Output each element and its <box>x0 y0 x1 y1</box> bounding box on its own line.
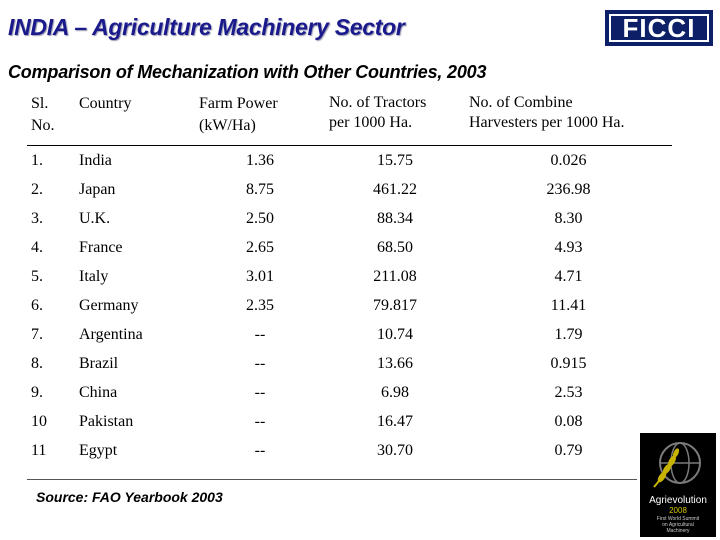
cell-sl-no: 7. <box>31 326 43 343</box>
cell-tractors: 30.70 <box>377 442 413 459</box>
table-row: 8. Brazil -- 13.66 0.915 <box>27 349 672 378</box>
cell-sl-no: 3. <box>31 210 43 227</box>
table-row: 9. China -- 6.98 2.53 <box>27 378 672 407</box>
wheat-globe-icon <box>653 442 701 488</box>
badge-tagline-3: Machinery <box>666 528 690 534</box>
cell-country: France <box>79 239 123 256</box>
table-row: 4. France 2.65 68.50 4.93 <box>27 233 672 262</box>
mechanization-table: Sl. No. Country Farm Power (kW/Ha) No. o… <box>27 90 672 465</box>
table-row: 6. Germany 2.35 79.817 11.41 <box>27 291 672 320</box>
cell-sl-no: 2. <box>31 181 43 198</box>
header-sl-no: Sl. No. <box>27 90 75 146</box>
cell-sl-no: 8. <box>31 355 43 372</box>
cell-combine: 0.026 <box>550 152 587 169</box>
source-note: Source: FAO Yearbook 2003 <box>36 489 223 505</box>
cell-farm-power: -- <box>254 355 266 372</box>
cell-country: China <box>79 384 118 401</box>
cell-combine: 0.915 <box>550 355 587 372</box>
cell-sl-no: 4. <box>31 239 43 256</box>
badge-tagline: First World Summit on Agricultural Machi… <box>657 516 699 534</box>
cell-tractors: 79.817 <box>373 297 417 314</box>
cell-sl-no: 10 <box>31 413 47 430</box>
cell-sl-no: 1. <box>31 152 43 169</box>
table-row: 2. Japan 8.75 461.22 236.98 <box>27 175 672 204</box>
cell-tractors: 16.47 <box>377 413 413 430</box>
header-combine-line1: No. of Combine <box>469 94 573 111</box>
header-sl-line2: No. <box>31 117 55 134</box>
table-row: 7. Argentina -- 10.74 1.79 <box>27 320 672 349</box>
cell-sl-no: 11 <box>31 442 47 459</box>
cell-tractors: 461.22 <box>373 181 417 198</box>
ficci-logo: FICCI <box>605 10 713 46</box>
cell-farm-power: 3.01 <box>246 268 274 285</box>
badge-tagline-1: First World Summit <box>656 516 700 522</box>
cell-country: Italy <box>79 268 109 285</box>
header-sl-line1: Sl. <box>31 95 49 112</box>
cell-tractors: 6.98 <box>381 384 409 401</box>
cell-combine: 4.93 <box>554 239 583 256</box>
cell-combine: 11.41 <box>550 297 587 314</box>
cell-combine: 1.79 <box>554 326 583 343</box>
header-farm-power-line2: (kW/Ha) <box>199 117 256 134</box>
cell-farm-power: 2.50 <box>246 210 274 227</box>
cell-combine: 2.53 <box>554 384 583 401</box>
cell-farm-power: -- <box>254 413 266 430</box>
cell-tractors: 211.08 <box>373 268 417 285</box>
badge-name: Agrievolution <box>649 495 707 506</box>
cell-tractors: 88.34 <box>377 210 413 227</box>
cell-sl-no: 5. <box>31 268 43 285</box>
cell-country: Brazil <box>79 355 119 372</box>
header-combine: No. of Combine Harvesters per 1000 Ha. <box>465 90 672 146</box>
cell-farm-power: -- <box>254 442 266 459</box>
cell-tractors: 10.74 <box>377 326 413 343</box>
agrievolution-badge: Agrievolution 2008 First World Summit on… <box>640 433 716 537</box>
cell-country: India <box>79 152 112 169</box>
table-row: 1. India 1.36 15.75 0.026 <box>27 146 672 176</box>
cell-combine: 0.08 <box>554 413 583 430</box>
cell-tractors: 15.75 <box>377 152 413 169</box>
cell-country: Japan <box>79 181 116 198</box>
divider-line <box>27 479 637 480</box>
header-combine-line2: Harvesters per 1000 Ha. <box>469 114 625 131</box>
header-farm-power: Farm Power (kW/Ha) <box>195 90 325 146</box>
cell-farm-power: 2.35 <box>246 297 274 314</box>
cell-combine: 0.79 <box>554 442 583 459</box>
header-tractors-line2: per 1000 Ha. <box>329 114 413 131</box>
cell-combine: 236.98 <box>546 181 591 198</box>
table-body: 1. India 1.36 15.75 0.026 2. Japan 8.75 461.22 23… <box>27 146 672 466</box>
cell-sl-no: 9. <box>31 384 43 401</box>
table-row: 10 Pakistan -- 16.47 0.08 <box>27 407 672 436</box>
header-country-label: Country <box>79 95 132 112</box>
cell-country: Argentina <box>79 326 143 343</box>
header-tractors: No. of Tractors per 1000 Ha. <box>325 90 465 146</box>
cell-country: U.K. <box>79 210 111 227</box>
page-subtitle: Comparison of Mechanization with Other C… <box>8 62 487 82</box>
cell-farm-power: 8.75 <box>246 181 274 198</box>
cell-country: Germany <box>79 297 139 314</box>
header-tractors-line1: No. of Tractors <box>329 94 427 111</box>
cell-farm-power: 1.36 <box>246 152 274 169</box>
table-row: 11 Egypt -- 30.70 0.79 <box>27 436 672 465</box>
table-row: 5. Italy 3.01 211.08 4.71 <box>27 262 672 291</box>
cell-farm-power: -- <box>254 384 266 401</box>
header-country: Country <box>75 90 195 146</box>
table-header-row: Sl. No. Country Farm Power (kW/Ha) No. o… <box>27 90 672 146</box>
cell-combine: 8.30 <box>554 210 583 227</box>
cell-farm-power: 2.65 <box>246 239 274 256</box>
table-row: 3. U.K. 2.50 88.34 8.30 <box>27 204 672 233</box>
cell-tractors: 68.50 <box>377 239 413 256</box>
cell-sl-no: 6. <box>31 297 43 314</box>
badge-year: 2008 <box>669 506 687 515</box>
header-farm-power-line1: Farm Power <box>199 95 278 112</box>
cell-combine: 4.71 <box>554 268 583 285</box>
cell-tractors: 13.66 <box>377 355 413 372</box>
ficci-logo-text: FICCI <box>609 13 709 43</box>
cell-country: Egypt <box>79 442 118 459</box>
page-title: INDIA – Agriculture Machinery Sector <box>8 14 405 40</box>
cell-country: Pakistan <box>79 413 134 430</box>
badge-tagline-2: on Agricultural <box>662 522 694 528</box>
cell-farm-power: -- <box>254 326 266 343</box>
